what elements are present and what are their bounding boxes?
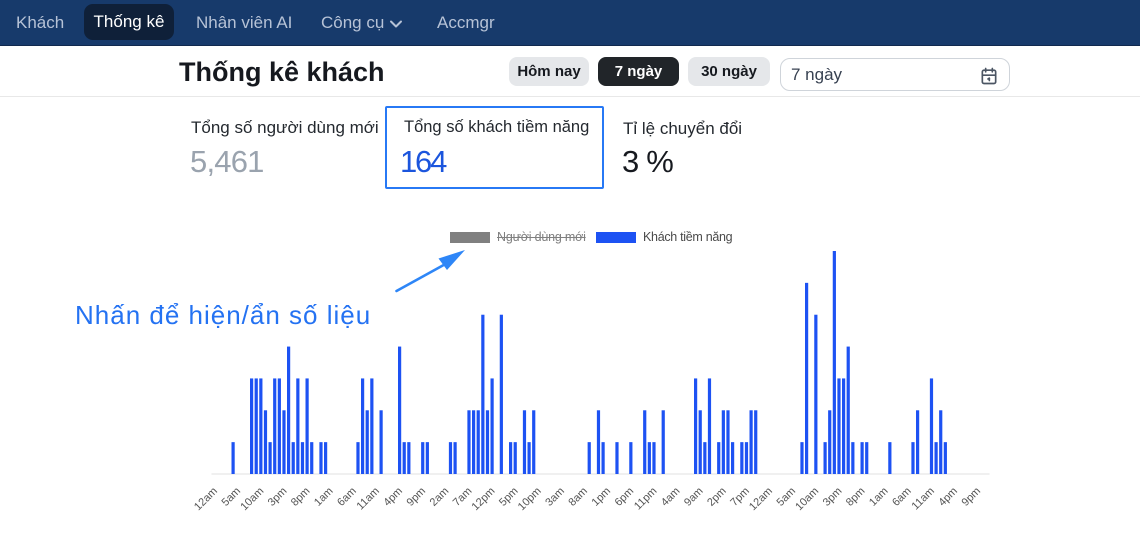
svg-text:4am: 4am (659, 485, 683, 509)
svg-text:8pm: 8pm (844, 485, 868, 509)
svg-text:3pm: 3pm (266, 485, 290, 509)
svg-text:12pm: 12pm (470, 485, 498, 513)
svg-text:10pm: 10pm (516, 485, 544, 513)
svg-text:4pm: 4pm (381, 485, 405, 509)
svg-text:11pm: 11pm (632, 485, 659, 512)
svg-text:10am: 10am (238, 485, 266, 513)
svg-text:2pm: 2pm (705, 485, 729, 509)
svg-text:11am: 11am (910, 485, 937, 512)
svg-text:1am: 1am (867, 485, 891, 509)
svg-text:9am: 9am (682, 485, 706, 509)
svg-text:9pm: 9pm (959, 485, 983, 509)
svg-text:9pm: 9pm (404, 485, 428, 509)
svg-text:1am: 1am (312, 485, 336, 509)
svg-text:12am: 12am (192, 485, 220, 513)
svg-text:12am: 12am (747, 485, 775, 513)
svg-text:8am: 8am (566, 485, 590, 509)
svg-text:10am: 10am (793, 485, 821, 513)
svg-text:11am: 11am (355, 485, 382, 512)
svg-text:2am: 2am (428, 485, 452, 509)
svg-text:3am: 3am (543, 485, 567, 509)
svg-text:1pm: 1pm (589, 485, 613, 509)
svg-text:4pm: 4pm (936, 485, 960, 509)
svg-text:3pm: 3pm (821, 485, 845, 509)
svg-text:8pm: 8pm (289, 485, 313, 509)
